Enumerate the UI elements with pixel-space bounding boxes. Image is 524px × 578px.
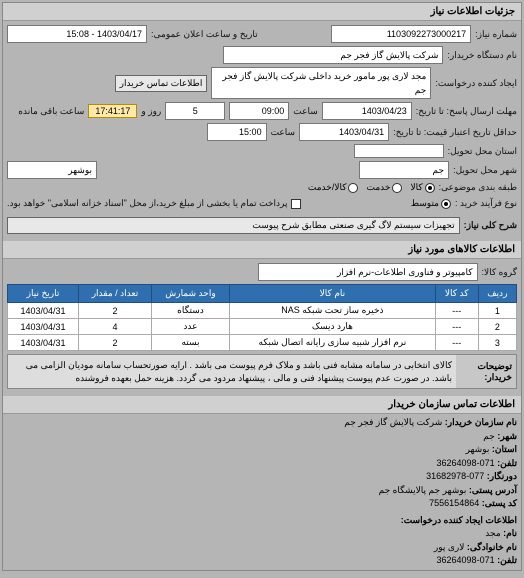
c-phone: 071-36264098	[437, 458, 495, 468]
proc-radio-group: متوسط	[411, 198, 451, 209]
radio-both-label: کالا/خدمت	[308, 182, 347, 193]
table-col-header: تعداد / مقدار	[79, 285, 152, 303]
c-org-label: نام سازمان خریدار:	[445, 417, 517, 427]
delivery-city-label: شهر محل تحویل:	[453, 165, 517, 176]
group-label: گروه کالا:	[482, 267, 517, 278]
c-family-label: نام خانوادگی:	[467, 542, 517, 552]
table-cell: دستگاه	[151, 303, 229, 319]
budget-label: طبقه بندی موضوعی:	[439, 182, 517, 193]
table-cell: 4	[79, 319, 152, 335]
radio-goods[interactable]: کالا	[410, 182, 434, 193]
deadline-label: مهلت ارسال پاسخ: تا تاریخ:	[416, 106, 517, 117]
c-phone2: 071-36264098	[437, 555, 495, 565]
c-post: 7556154864	[429, 498, 479, 508]
buyer-org-label: نام دستگاه خریدار:	[447, 50, 517, 61]
creator-value: مجد لاری پور مامور خرید داخلی شرکت پالای…	[211, 67, 431, 99]
remaining-time: 17:41:17	[88, 104, 137, 118]
remain-label: ساعت باقی مانده	[18, 106, 84, 117]
c-fax: 077-31682978	[426, 471, 484, 481]
table-row: 2---هارد دیسکعدد41403/04/31	[8, 319, 517, 335]
deadline-date: 1403/04/23	[322, 102, 412, 120]
radio-goods-label: کالا	[410, 182, 422, 193]
type-radio-group: کالا خدمت کالا/خدمت	[308, 182, 435, 193]
deadline-hour: 09:00	[229, 102, 289, 120]
city-jam: جم	[359, 161, 449, 179]
c-province-label: استان:	[492, 444, 517, 454]
days-value: 5	[165, 102, 225, 120]
c-addr-label: آدرس پستی:	[469, 485, 517, 495]
validity-hour: 15:00	[207, 123, 267, 141]
c-post-label: کد پستی:	[482, 498, 517, 508]
table-row: 1---ذخیره ساز تحت شبکه NASدستگاه21403/04…	[8, 303, 517, 319]
c-province: بوشهر	[466, 444, 490, 454]
c-name: مجد	[485, 528, 500, 538]
proc-label: نوع فرآیند خرید :	[455, 198, 517, 209]
table-col-header: تاریخ نیاز	[8, 285, 79, 303]
buyer-org-value: شرکت پالایش گاز فجر جم	[223, 46, 443, 64]
radio-mid[interactable]: متوسط	[411, 198, 451, 209]
table-col-header: نام کالا	[230, 285, 436, 303]
table-cell: 2	[79, 335, 152, 351]
table-cell: ---	[435, 319, 478, 335]
req-no-value: 1103092273000217	[331, 25, 471, 43]
table-cell: 1403/04/31	[8, 335, 79, 351]
hour-label-2: ساعت	[271, 127, 296, 138]
table-cell: 1403/04/31	[8, 319, 79, 335]
table-cell: نرم افزار شبیه سازی رایانه اتصال شبکه	[230, 335, 436, 351]
req-no-label: شماره نیاز:	[475, 29, 517, 40]
c-phone-label: تلفن:	[497, 458, 517, 468]
table-cell: ---	[435, 303, 478, 319]
c-family: لاری پور	[434, 542, 465, 552]
table-col-header: کد کالا	[435, 285, 478, 303]
contact-header: اطلاعات تماس سازمان خریدار	[3, 396, 521, 414]
c-addr: بوشهر جم پالایشگاه جم	[379, 485, 467, 495]
main-header: جزئیات اطلاعات نیاز	[3, 3, 521, 21]
radio-service-label: خدمت	[366, 182, 390, 193]
days-label: روز و	[141, 106, 161, 117]
table-cell: 2	[478, 319, 516, 335]
c-city: جم	[483, 431, 495, 441]
items-table: ردیفکد کالانام کالاواحد شمارشتعداد / مقد…	[7, 284, 517, 351]
c-org: شرکت پالایش گاز فجر جم	[344, 417, 442, 427]
subject-label: شرح کلی نیاز:	[464, 220, 517, 231]
treasury-checkbox[interactable]	[291, 199, 301, 209]
table-cell: عدد	[151, 319, 229, 335]
table-row: 3---نرم افزار شبیه سازی رایانه اتصال شبک…	[8, 335, 517, 351]
table-cell: ذخیره ساز تحت شبکه NAS	[230, 303, 436, 319]
buyer-desc-label: توضیحات خریدار:	[456, 355, 516, 388]
creator-label: ایجاد کننده درخواست:	[435, 78, 517, 89]
radio-service[interactable]: خدمت	[366, 182, 402, 193]
c-fax-label: دورنگار:	[487, 471, 517, 481]
table-cell: 1	[478, 303, 516, 319]
pub-date-value: 1403/04/17 - 15:08	[7, 25, 147, 43]
radio-both[interactable]: کالا/خدمت	[308, 182, 359, 193]
subject-value: تجهیزات سیستم لاگ گیری صنعتی مطابق شرح پ…	[7, 217, 460, 234]
validity-date: 1403/04/31	[299, 123, 389, 141]
delivery-state	[354, 144, 444, 158]
pub-date-label: تاریخ و ساعت اعلان عمومی:	[151, 29, 258, 40]
delivery-state-label: استان محل تحویل:	[448, 146, 517, 157]
table-col-header: ردیف	[478, 285, 516, 303]
contact-link[interactable]: اطلاعات تماس خریدار	[115, 75, 208, 92]
table-cell: 1403/04/31	[8, 303, 79, 319]
items-header: اطلاعات کالاهای مورد نیاز	[3, 241, 521, 259]
table-cell: ---	[435, 335, 478, 351]
c-phone2-label: تلفن:	[497, 555, 517, 565]
c-name-label: نام:	[503, 528, 517, 538]
pay-note: پرداخت تمام یا بخشی از مبلغ خرید،از محل …	[7, 196, 287, 211]
radio-mid-label: متوسط	[411, 198, 439, 209]
validity-label: حداقل تاریخ اعتبار قیمت: تا تاریخ:	[393, 127, 517, 138]
table-cell: هارد دیسک	[230, 319, 436, 335]
city-bushehr: بوشهر	[7, 161, 97, 179]
table-cell: 3	[478, 335, 516, 351]
table-cell: بسته	[151, 335, 229, 351]
table-cell: 2	[79, 303, 152, 319]
buyer-desc-text: کالای انتخابی در سامانه مشابه فنی باشد و…	[8, 355, 456, 388]
group-value: کامپیوتر و فناوری اطلاعات-نرم افزار	[258, 263, 478, 281]
c-city-label: شهر:	[497, 431, 517, 441]
hour-label-1: ساعت	[293, 106, 318, 117]
table-col-header: واحد شمارش	[151, 285, 229, 303]
creator2-title: اطلاعات ایجاد کننده درخواست:	[7, 514, 517, 528]
